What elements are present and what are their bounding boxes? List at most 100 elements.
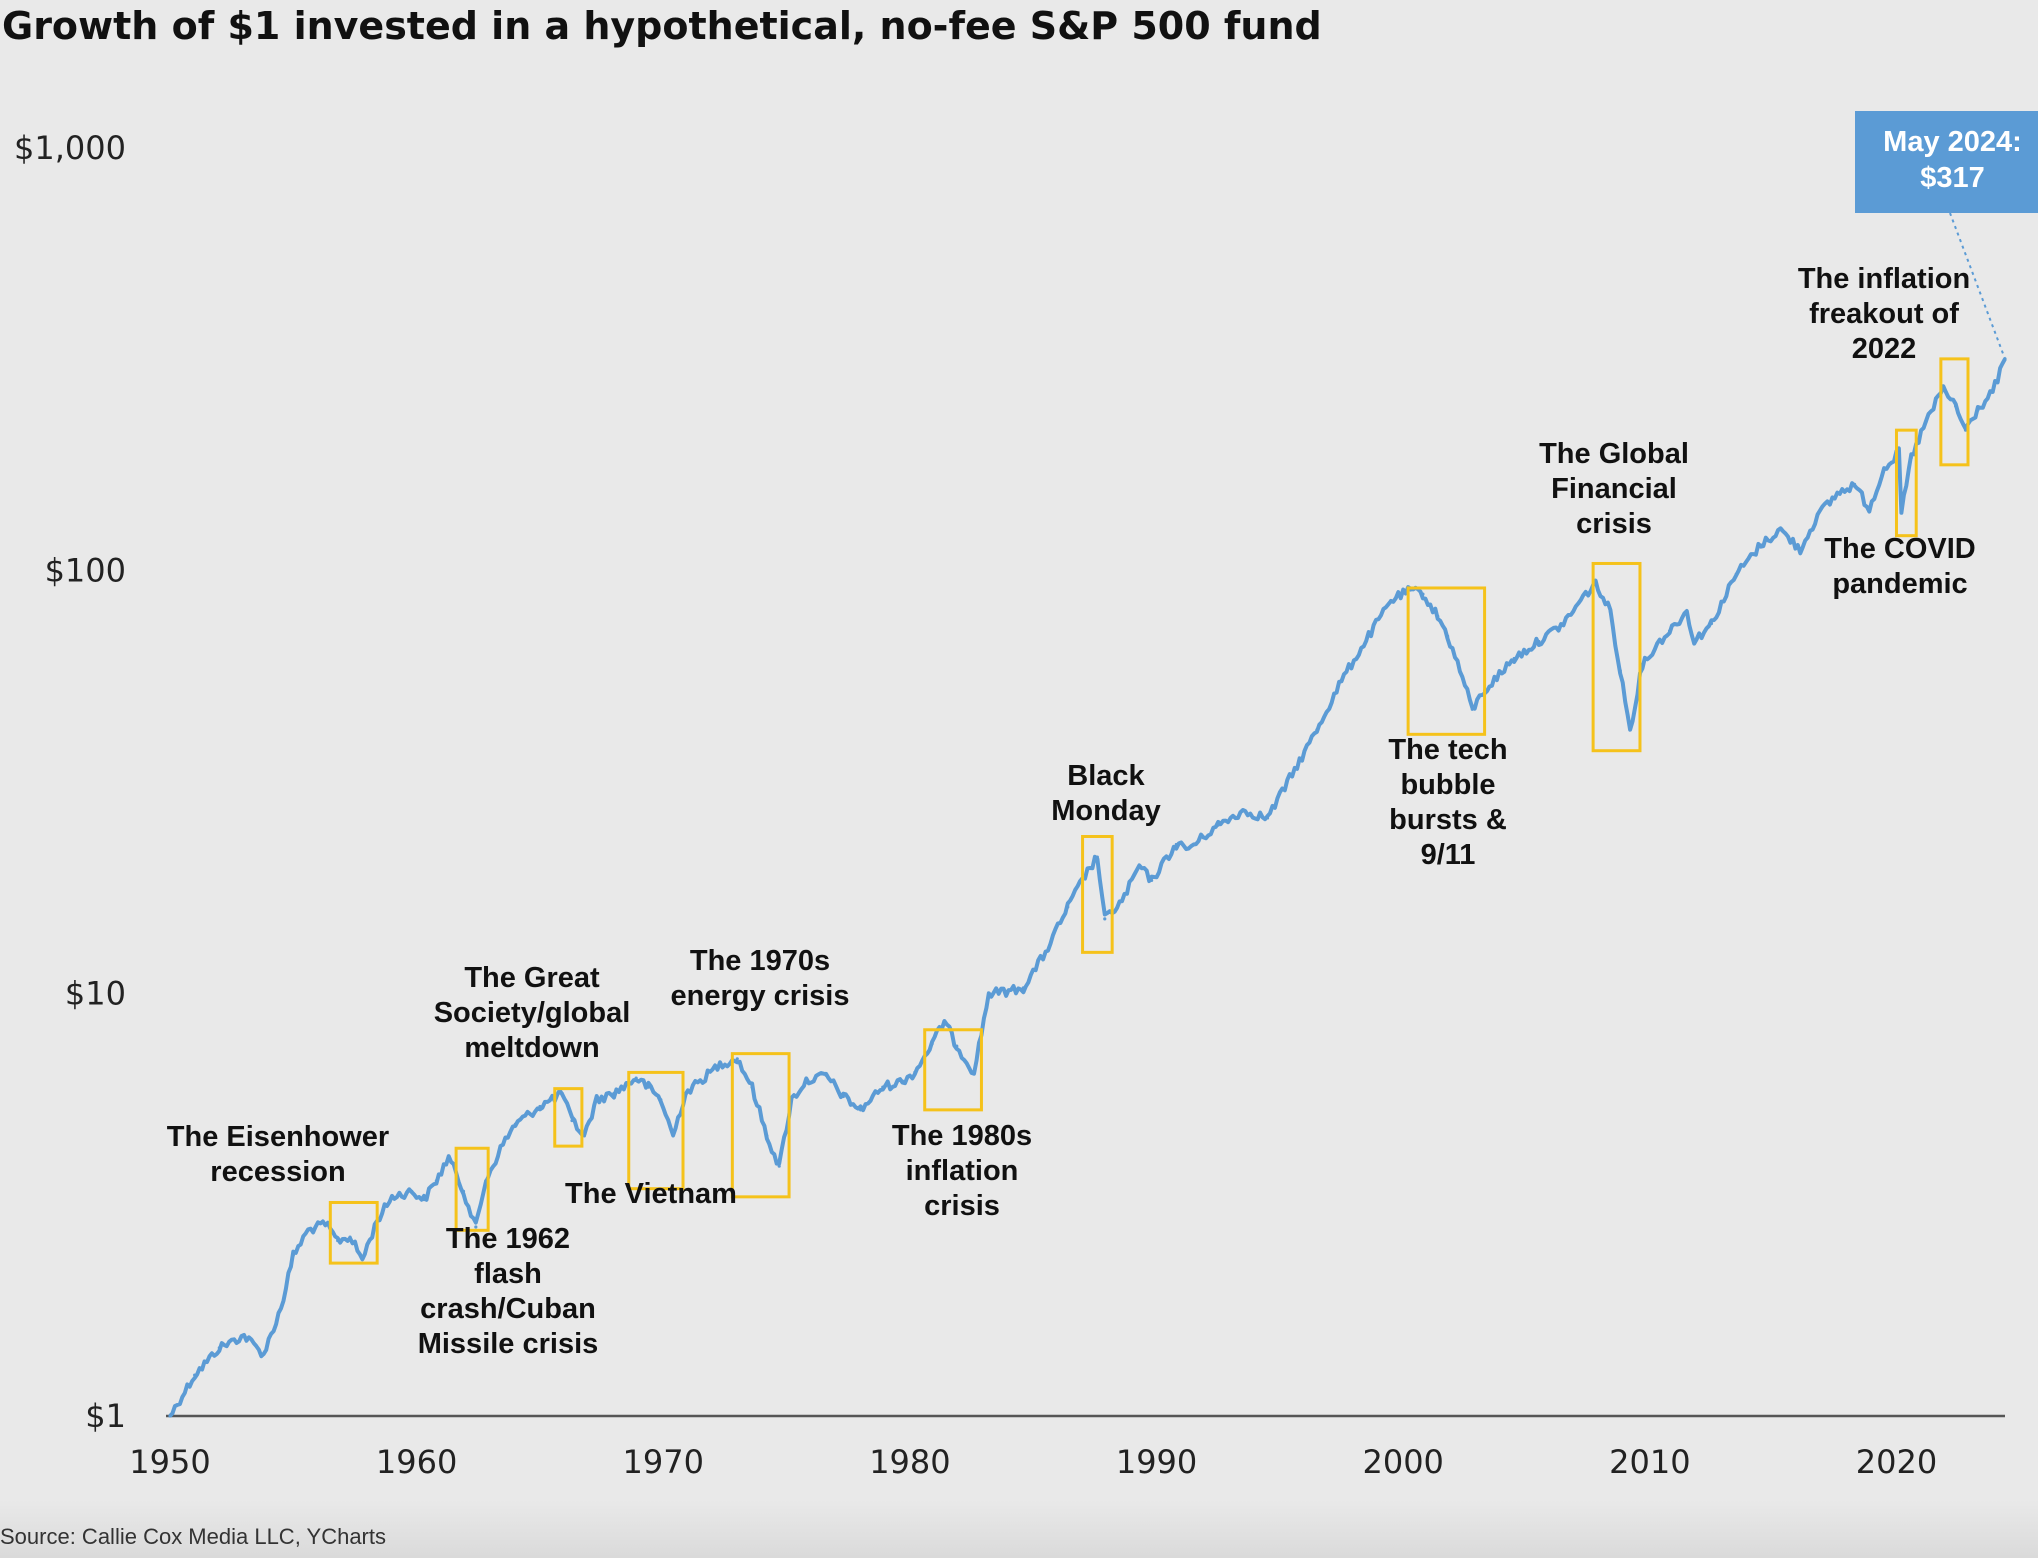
annotation-label-line: The Great: [464, 962, 600, 994]
annotation-label: The Global Financial crisis: [1539, 438, 1689, 540]
annotation-label-line: Black: [1067, 760, 1145, 792]
annotation-box: [553, 1087, 584, 1148]
annotation-box: [1894, 428, 1918, 538]
annotation-label-line: Society/global: [434, 997, 631, 1029]
annotation-label-line: crash/Cuban: [420, 1293, 596, 1325]
callout-text-line: $317: [1920, 162, 1985, 194]
data-point: [390, 1195, 394, 1199]
data-point: [1815, 513, 1820, 518]
data-point: [1445, 634, 1450, 638]
data-point: [1941, 386, 1945, 390]
data-point: [306, 1228, 310, 1232]
data-point: [881, 1085, 885, 1089]
data-point: [777, 1164, 781, 1168]
data-point: [484, 1179, 488, 1183]
x-tick-label: 1980: [869, 1443, 950, 1481]
data-point: [360, 1257, 364, 1261]
data-point: [1187, 847, 1191, 851]
data-point: [1537, 639, 1541, 644]
x-tick-label: 2000: [1362, 1443, 1443, 1481]
data-point: [1897, 451, 1901, 455]
data-point: [1103, 917, 1107, 921]
data-point: [1685, 610, 1689, 614]
annotation-label-line: The Vietnam: [565, 1178, 737, 1210]
annotation-label-line: flash: [474, 1258, 542, 1290]
data-point: [1963, 428, 1968, 432]
data-point: [1021, 986, 1025, 990]
data-point: [942, 1019, 947, 1023]
callout: May 2024: $317: [1855, 111, 2038, 360]
annotation-label: The Vietnam: [565, 1178, 737, 1210]
data-point: [1174, 842, 1178, 847]
data-point: [1734, 572, 1738, 576]
data-point: [765, 1134, 769, 1138]
annotation-label: The inflation freakout of 2022: [1798, 263, 1970, 365]
annotation-label-line: Monday: [1051, 795, 1161, 827]
data-point: [336, 1239, 340, 1243]
data-point: [279, 1306, 283, 1310]
y-tick-label: $10: [65, 974, 126, 1012]
y-tick-label: $1: [85, 1397, 126, 1435]
data-point: [193, 1373, 197, 1377]
annotation-label-line: bubble: [1400, 769, 1495, 801]
data-point: [1835, 492, 1839, 496]
data-point: [1584, 592, 1588, 596]
chart-title: Growth of $1 invested in a hypothetical,…: [2, 4, 1322, 48]
data-point: [1137, 864, 1141, 868]
annotation-label-line: Financial: [1551, 473, 1677, 505]
data-point: [1265, 816, 1270, 820]
data-point: [1339, 678, 1344, 683]
x-tick-label: 2010: [1609, 1443, 1690, 1481]
data-point: [1241, 809, 1245, 813]
annotation-label-line: recession: [210, 1156, 345, 1188]
data-point: [1618, 669, 1622, 673]
data-point: [683, 1091, 688, 1095]
annotation-label-line: The 1980s: [892, 1120, 1032, 1152]
annotation-box: [454, 1146, 490, 1232]
data-point: [1759, 543, 1763, 547]
data-point: [634, 1076, 638, 1080]
annotation-box: [730, 1052, 791, 1199]
data-point: [217, 1346, 221, 1350]
annotation-label-line: The tech: [1388, 734, 1507, 766]
data-point: [750, 1085, 754, 1089]
data-point: [698, 1079, 702, 1083]
annotation-label: Black Monday: [1051, 760, 1161, 827]
data-point: [447, 1155, 451, 1159]
annotation-label-line: The COVID: [1824, 533, 1975, 565]
data-point: [646, 1085, 651, 1089]
annotation-label: The 1962 flash crash/Cuban Missile crisis: [418, 1223, 599, 1360]
y-tick-label: $1,000: [14, 129, 126, 167]
annotation-label-line: crisis: [924, 1190, 1000, 1222]
data-point: [1436, 614, 1440, 618]
annotation-label-line: The Eisenhower: [167, 1121, 389, 1153]
data-point: [1290, 772, 1294, 776]
data-point: [1867, 507, 1871, 511]
source-note: Source: Callie Cox Media LLC, YCharts: [0, 1524, 386, 1549]
data-point: [1460, 675, 1464, 679]
series-layer: [168, 357, 2007, 1418]
data-point: [858, 1108, 863, 1112]
data-point: [1095, 855, 1099, 859]
annotation-label: The 1970s energy crisis: [671, 945, 850, 1012]
data-point: [1976, 408, 1980, 412]
data-point: [348, 1235, 352, 1239]
data-point: [422, 1198, 426, 1202]
x-tick-label: 1960: [376, 1443, 457, 1481]
data-point: [1004, 989, 1008, 994]
annotation-label-line: The inflation: [1798, 263, 1970, 295]
data-point: [1043, 950, 1048, 954]
data-point: [1083, 873, 1087, 878]
annotation-box: [1939, 357, 1970, 467]
data-point: [434, 1179, 438, 1183]
annotation-box: [1591, 561, 1642, 753]
data-point: [501, 1142, 505, 1146]
footer-band: [0, 1500, 2038, 1558]
x-tick-label: 1970: [623, 1443, 704, 1481]
data-point: [735, 1057, 739, 1061]
annotation-box: [627, 1070, 685, 1191]
data-point: [262, 1352, 266, 1356]
data-point: [168, 1414, 172, 1418]
data-point: [538, 1104, 542, 1109]
data-point: [242, 1333, 246, 1338]
